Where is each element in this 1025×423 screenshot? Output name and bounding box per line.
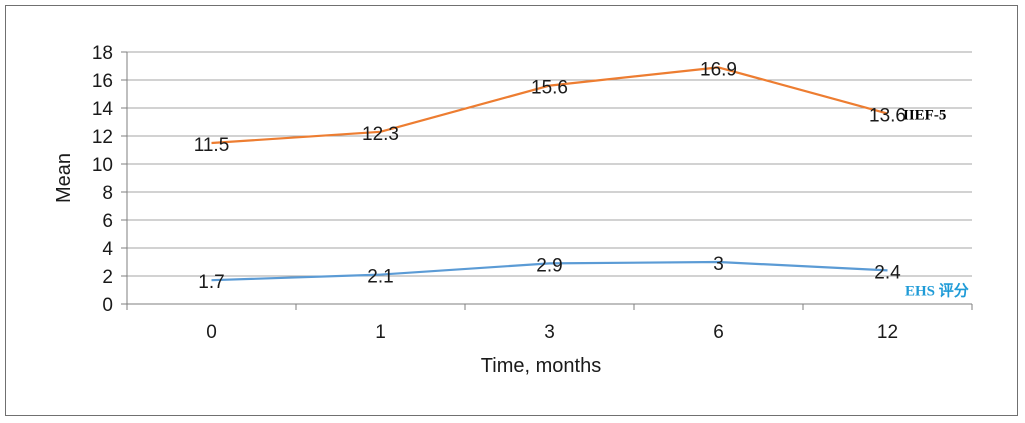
data-label: 11.5 <box>194 135 230 156</box>
x-tick-label: 1 <box>375 322 386 343</box>
y-tick-label: 16 <box>92 71 113 92</box>
y-tick-label: 6 <box>102 211 113 232</box>
y-tick-label: 4 <box>102 239 113 260</box>
axes: 0 2 4 6 8 10 12 14 16 18 0 1 3 6 12 <box>92 43 973 343</box>
x-axis-label: Time, months <box>481 355 601 377</box>
data-label: 15.6 <box>531 78 568 99</box>
x-tick-label: 0 <box>206 322 217 343</box>
x-tick-label: 12 <box>877 322 898 343</box>
y-tick-label: 14 <box>92 99 114 120</box>
data-label: 13.6 <box>869 106 906 127</box>
y-tick-label: 8 <box>102 183 113 204</box>
x-tick-label: 3 <box>544 322 555 343</box>
data-label: 2.1 <box>367 267 393 288</box>
data-label: 2.4 <box>874 262 901 283</box>
series-name-label: IIEF-5 <box>903 108 946 124</box>
x-tick-label: 6 <box>713 322 724 343</box>
gridlines <box>127 51 972 277</box>
data-label: 1.7 <box>198 272 224 293</box>
y-tick-label: 2 <box>102 267 113 288</box>
data-label: 16.9 <box>700 59 737 80</box>
y-tick-label: 18 <box>92 43 113 64</box>
series-name-label: EHS 评分 <box>905 282 969 299</box>
data-label: 3 <box>713 254 724 275</box>
data-label: 12.3 <box>362 124 399 145</box>
data-label: 2.9 <box>536 255 562 276</box>
chart-frame <box>5 5 1018 416</box>
series <box>211 66 888 282</box>
y-axis-label: Mean <box>53 153 75 203</box>
y-tick-label: 10 <box>92 155 113 176</box>
y-tick-label: 0 <box>102 295 113 316</box>
y-tick-label: 12 <box>92 127 113 148</box>
